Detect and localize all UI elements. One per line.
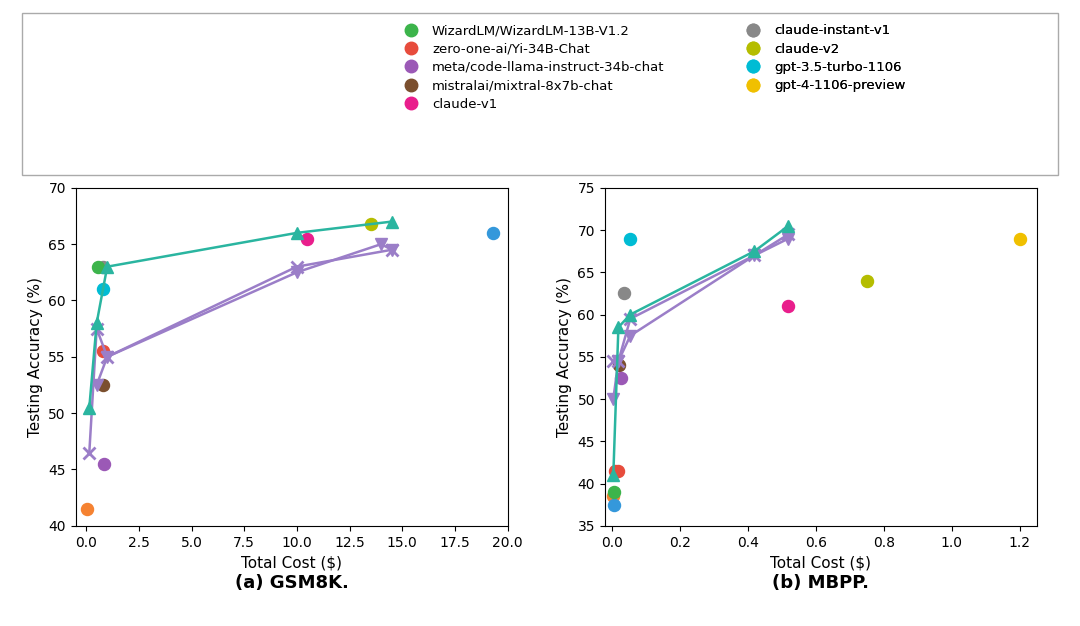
Point [94,380,111,390]
Point [362,219,379,229]
Point [79,504,96,514]
Point [94,346,111,356]
Point [615,289,632,299]
X-axis label: Total Cost ($): Total Cost ($) [770,555,872,570]
Point [612,373,630,383]
Point [780,301,797,311]
Point [95,459,112,469]
Point [94,284,111,294]
Point [1011,233,1028,244]
Point [605,491,622,501]
Point [622,233,639,244]
Y-axis label: Testing Accuracy (%): Testing Accuracy (%) [557,277,572,437]
Point [94,262,111,272]
Legend: claude-instant-v1, claude-v2, gpt-3.5-turbo-1106, gpt-4-1106-preview: claude-instant-v1, claude-v2, gpt-3.5-tu… [733,19,910,98]
Point [859,275,876,285]
Point [606,487,623,497]
Point [605,500,622,510]
Text: (a) GSM8K.: (a) GSM8K. [234,575,349,592]
Point [609,466,626,476]
Point [606,466,623,476]
Point [89,262,106,272]
Point [484,228,501,238]
Point [610,360,627,370]
Y-axis label: Testing Accuracy (%): Testing Accuracy (%) [28,277,43,437]
X-axis label: Total Cost ($): Total Cost ($) [241,555,342,570]
Point [299,233,316,244]
Text: (b) MBPP.: (b) MBPP. [772,575,869,592]
